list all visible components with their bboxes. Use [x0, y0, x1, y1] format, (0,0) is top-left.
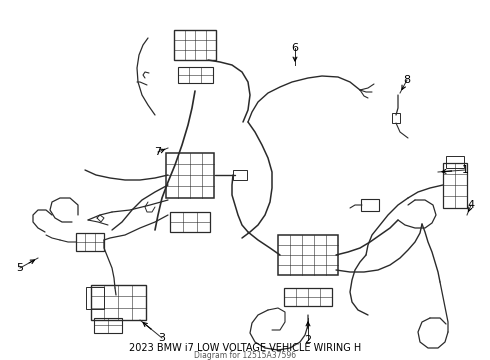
Text: 7: 7 — [154, 147, 162, 157]
Text: 5: 5 — [17, 263, 24, 273]
Bar — [177, 67, 213, 83]
Text: 8: 8 — [403, 75, 411, 85]
Bar — [86, 287, 104, 309]
Text: 6: 6 — [292, 43, 298, 53]
Bar — [91, 284, 146, 320]
Text: 2: 2 — [304, 335, 312, 345]
Bar — [443, 162, 467, 207]
Bar — [76, 233, 104, 251]
Bar — [174, 30, 216, 60]
Bar — [278, 235, 338, 275]
Bar — [166, 153, 214, 198]
Text: Diagram for 12515A37596: Diagram for 12515A37596 — [194, 351, 296, 360]
Text: 3: 3 — [158, 333, 166, 343]
Text: 4: 4 — [467, 200, 474, 210]
Text: 1: 1 — [462, 165, 468, 175]
Text: 2023 BMW i7 LOW VOLTAGE VEHICLE WIRING H: 2023 BMW i7 LOW VOLTAGE VEHICLE WIRING H — [129, 343, 361, 353]
Bar — [446, 156, 464, 168]
Bar — [233, 170, 247, 180]
Bar — [392, 113, 400, 123]
Bar — [284, 288, 332, 306]
Bar — [170, 212, 210, 232]
Bar — [361, 199, 379, 211]
Bar — [94, 318, 122, 333]
